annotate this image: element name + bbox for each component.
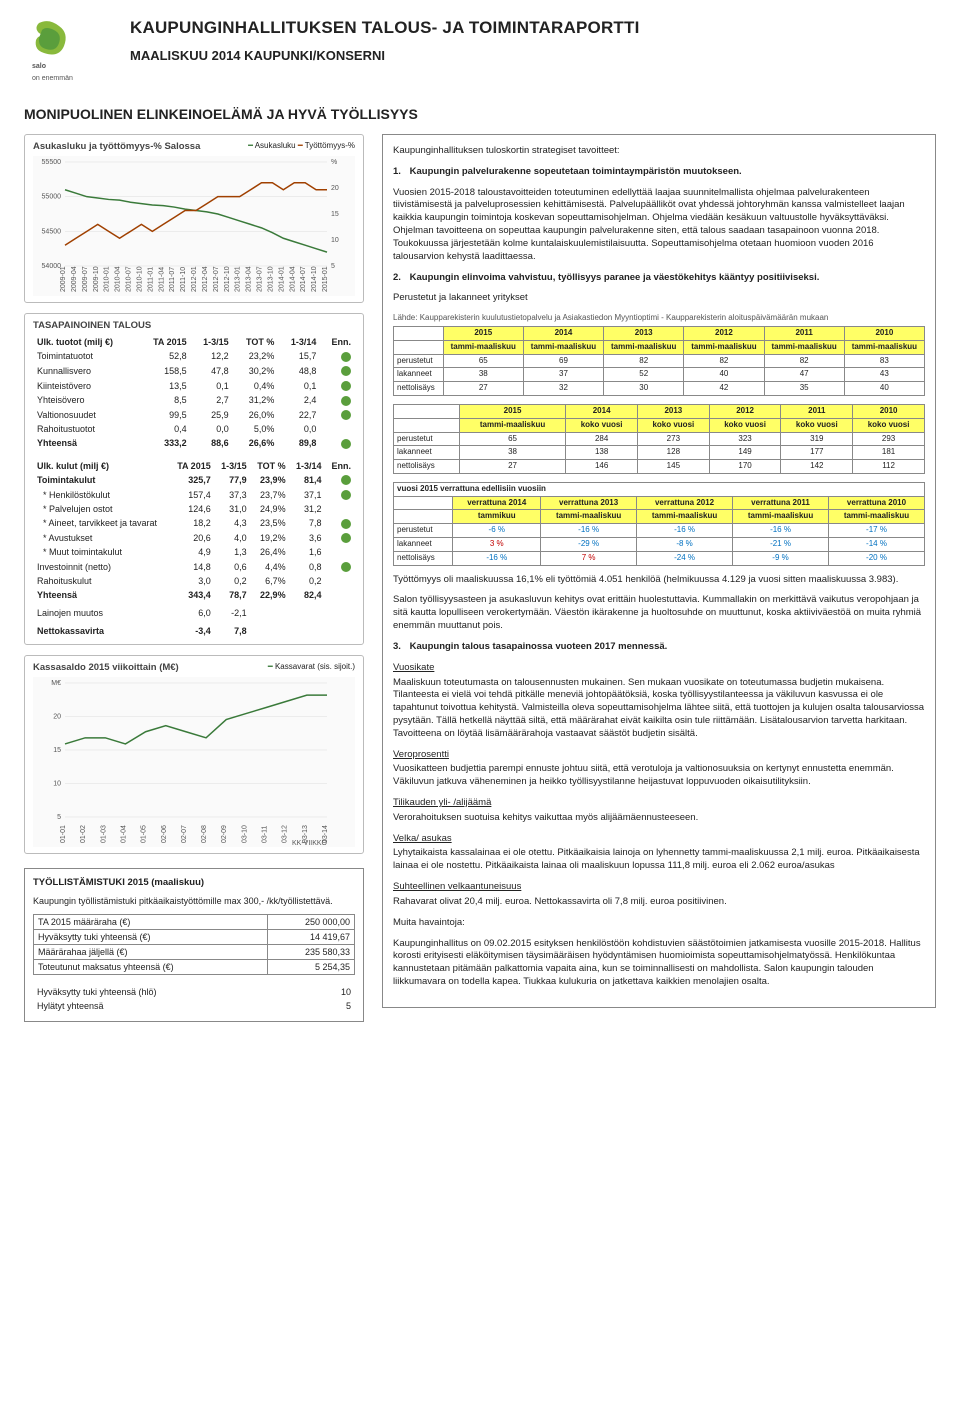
svg-text:5: 5 — [331, 263, 335, 270]
svg-text:2012-10: 2012-10 — [224, 266, 231, 292]
svg-text:2013-01: 2013-01 — [235, 266, 242, 292]
svg-text:on enemmän: on enemmän — [32, 75, 73, 82]
svg-text:54000: 54000 — [42, 263, 62, 270]
svg-text:10: 10 — [331, 237, 339, 244]
kulut-table: Ulk. kulut (milj €)TA 20151-3/15TOT %1-3… — [33, 459, 355, 638]
yritykset-table-3: vuosi 2015 verrattuna edellisiin vuosiin… — [393, 482, 925, 566]
svg-text:20: 20 — [331, 185, 339, 192]
tuotot-table: Ulk. tuotot (milj €)TA 20151-3/15TOT %1-… — [33, 335, 355, 451]
yritykset-table-1: 201520142013201220112010tammi-maaliskuut… — [393, 326, 925, 396]
svg-text:01-03: 01-03 — [100, 825, 107, 843]
yritykset-table-2: 201520142013201220112010tammi-maaliskuuk… — [393, 404, 925, 474]
svg-text:03-11: 03-11 — [262, 825, 269, 842]
svg-text:03-10: 03-10 — [241, 825, 248, 843]
svg-text:01-01: 01-01 — [60, 825, 67, 843]
svg-text:15: 15 — [53, 747, 61, 754]
svg-text:salo: salo — [32, 63, 46, 70]
svg-text:2010-07: 2010-07 — [126, 266, 133, 292]
svg-text:01-05: 01-05 — [141, 825, 148, 843]
goals-box: Kaupunginhallituksen tuloskortin strateg… — [382, 134, 936, 1008]
talous-panel: TASAPAINOINEN TALOUS Ulk. tuotot (milj €… — [24, 313, 364, 645]
svg-text:10: 10 — [53, 780, 61, 787]
svg-text:2009-01: 2009-01 — [60, 266, 67, 292]
page-header: salo on enemmän KAUPUNGINHALLITUKSEN TAL… — [24, 18, 936, 88]
svg-text:55500: 55500 — [42, 159, 62, 166]
section1-title: MONIPUOLINEN ELINKEINOELÄMÄ JA HYVÄ TYÖL… — [24, 106, 936, 122]
svg-text:2010-10: 2010-10 — [136, 266, 143, 292]
svg-text:2013-04: 2013-04 — [246, 266, 253, 292]
svg-text:2009-10: 2009-10 — [93, 266, 100, 292]
svg-text:2011-04: 2011-04 — [158, 267, 165, 292]
svg-text:2013-10: 2013-10 — [267, 266, 274, 292]
svg-text:2014-10: 2014-10 — [311, 266, 318, 292]
svg-text:2014-04: 2014-04 — [289, 266, 296, 292]
svg-text:20: 20 — [53, 713, 61, 720]
svg-text:M€: M€ — [51, 680, 61, 687]
svg-text:03-12: 03-12 — [282, 825, 289, 843]
svg-text:2010-01: 2010-01 — [104, 266, 111, 292]
svg-text:55000: 55000 — [42, 194, 62, 201]
svg-text:5: 5 — [57, 814, 61, 821]
svg-text:2011-01: 2011-01 — [147, 267, 154, 292]
svg-text:2009-04: 2009-04 — [71, 266, 78, 292]
svg-text:02-07: 02-07 — [181, 825, 188, 843]
svg-text:2012-07: 2012-07 — [213, 266, 220, 292]
svg-text:KK-VIIKKO: KK-VIIKKO — [292, 840, 328, 847]
svg-text:02-06: 02-06 — [161, 825, 168, 843]
svg-text:2011-10: 2011-10 — [180, 267, 187, 292]
salo-logo: salo on enemmän — [24, 18, 114, 88]
svg-text:2013-07: 2013-07 — [257, 266, 264, 292]
svg-text:%: % — [331, 159, 337, 166]
svg-text:2014-01: 2014-01 — [278, 266, 285, 292]
svg-text:2011-07: 2011-07 — [169, 267, 176, 292]
svg-text:2015-01: 2015-01 — [322, 266, 329, 292]
svg-text:01-04: 01-04 — [120, 825, 127, 843]
svg-text:02-08: 02-08 — [201, 825, 208, 843]
report-title: KAUPUNGINHALLITUKSEN TALOUS- JA TOIMINTA… — [130, 18, 640, 38]
svg-text:2014-07: 2014-07 — [300, 266, 307, 292]
svg-text:02-09: 02-09 — [221, 825, 228, 843]
svg-text:2012-04: 2012-04 — [202, 266, 209, 292]
chart-kassasaldo: Kassasaldo 2015 viikoittain (M€) ━ Kassa… — [24, 655, 364, 854]
svg-text:2012-01: 2012-01 — [191, 266, 198, 292]
svg-text:2010-04: 2010-04 — [115, 266, 122, 292]
svg-text:54500: 54500 — [42, 228, 62, 235]
report-subtitle: MAALISKUU 2014 KAUPUNKI/KONSERNI — [130, 48, 640, 63]
svg-text:2009-07: 2009-07 — [82, 266, 89, 292]
tyollist-box: TYÖLLISTÄMISTUKI 2015 (maaliskuu) Kaupun… — [24, 868, 364, 1022]
chart-asukasluku: Asukasluku ja työttömyys-% Salossa ━ Asu… — [24, 134, 364, 303]
svg-text:01-02: 01-02 — [80, 825, 87, 843]
svg-text:15: 15 — [331, 211, 339, 218]
